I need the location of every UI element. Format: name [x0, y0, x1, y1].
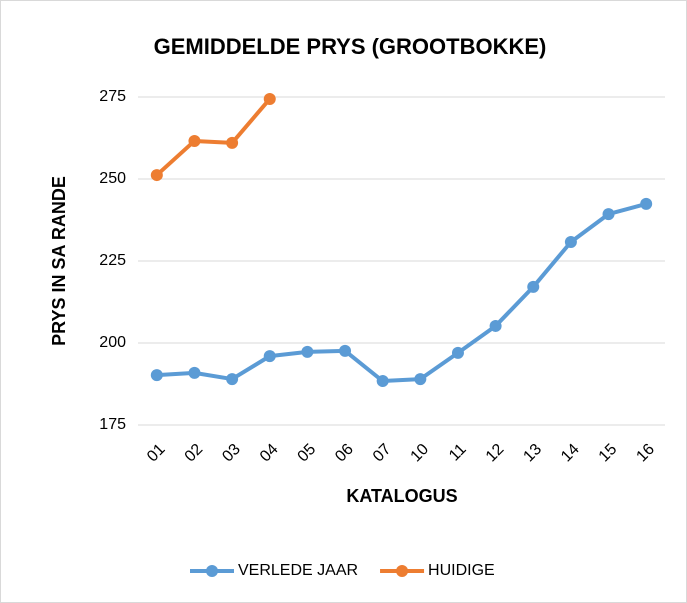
y-tick-label: 250 — [99, 170, 126, 187]
series-marker — [188, 134, 201, 147]
series-marker — [188, 366, 201, 379]
series-line — [155, 97, 272, 177]
series-marker — [226, 136, 239, 149]
y-tick-label: 175 — [99, 416, 126, 433]
series-marker — [301, 345, 314, 358]
series-marker — [150, 169, 163, 182]
series-marker — [451, 346, 464, 359]
legend-marker — [206, 565, 218, 577]
legend-label: HUIDIGE — [428, 562, 495, 579]
y-tick-label: 225 — [99, 252, 126, 269]
series-marker — [602, 208, 615, 221]
legend-marker — [396, 565, 409, 577]
y-tick-label: 200 — [99, 334, 126, 351]
series-marker — [640, 197, 653, 210]
y-tick-label: 275 — [99, 88, 126, 105]
x-axis-label: KATALOGUS — [346, 486, 457, 506]
series-marker — [489, 319, 502, 332]
series-marker — [564, 235, 577, 248]
series-marker — [226, 373, 239, 386]
series-marker — [339, 344, 352, 357]
series-marker — [527, 280, 540, 293]
y-axis-label: PRYS IN SA RANDE — [49, 176, 69, 346]
legend-label: VERLEDE JAAR — [238, 562, 358, 579]
series-marker — [414, 373, 427, 386]
series-line — [156, 201, 647, 384]
chart-title: GEMIDDELDE PRYS (GROOTBOKKE) — [154, 34, 547, 59]
series-marker — [263, 350, 276, 363]
series-marker — [263, 92, 276, 105]
series-marker — [376, 375, 389, 388]
series-marker — [150, 369, 163, 382]
